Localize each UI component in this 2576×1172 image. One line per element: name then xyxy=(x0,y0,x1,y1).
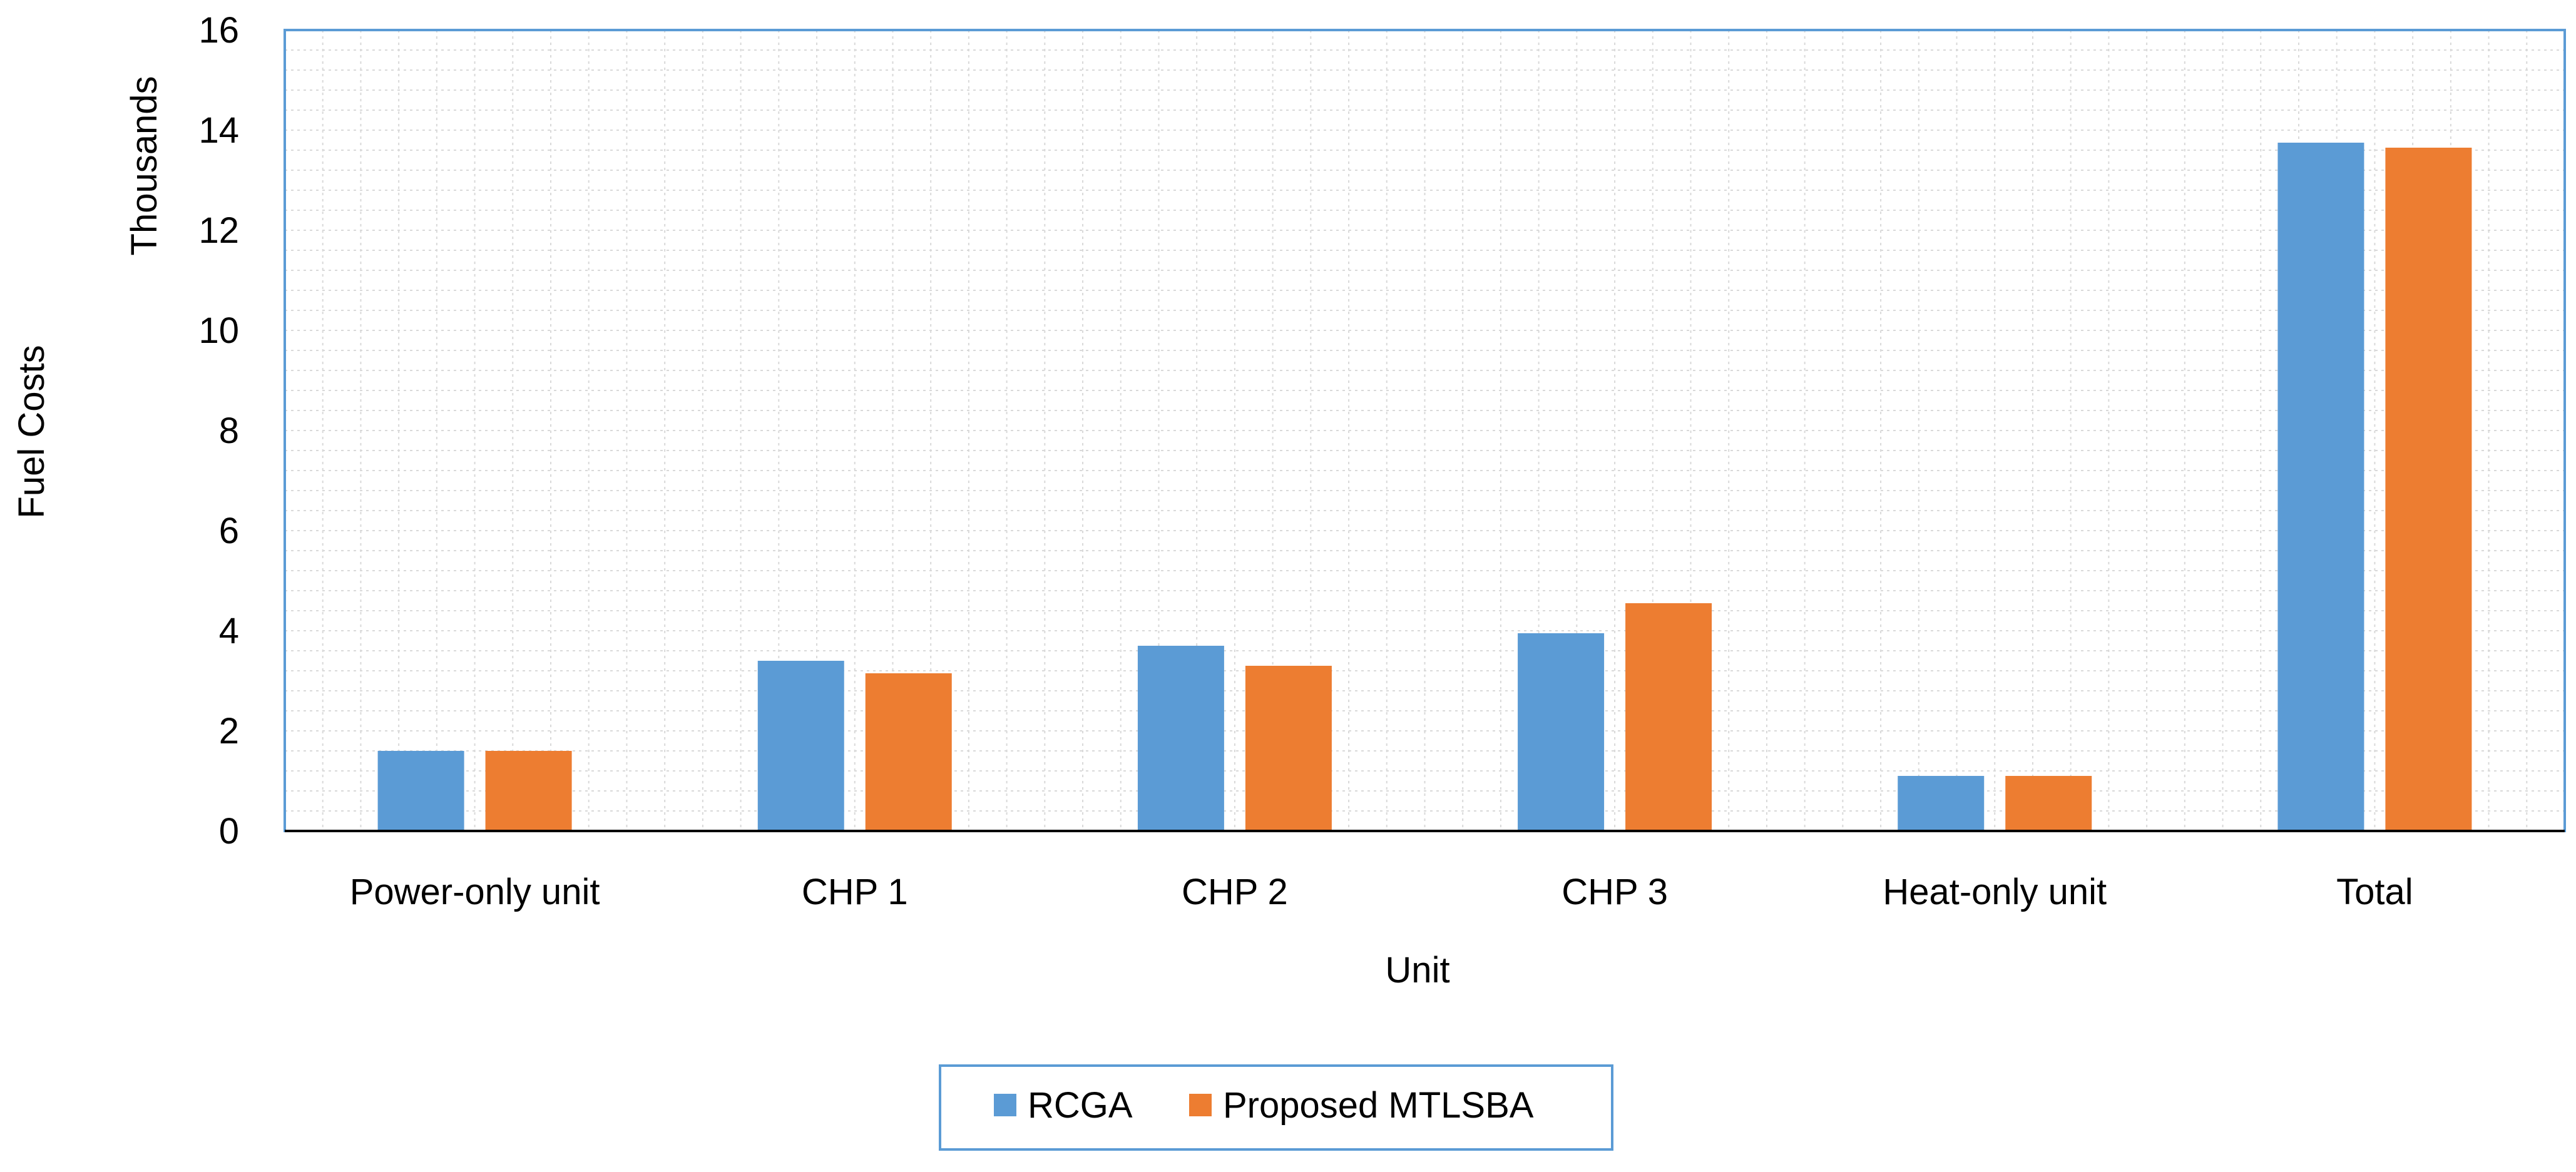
y-tick-label: 2 xyxy=(219,711,239,752)
bar-rcga-chp-2 xyxy=(1137,646,1224,831)
bar-rcga-chp-1 xyxy=(757,661,844,831)
gridlines xyxy=(285,30,2565,831)
y-axis-tick-labels: 0 2 4 6 8 10 12 14 16 xyxy=(198,10,239,852)
x-tick-label: Total xyxy=(2336,872,2413,912)
legend-label-proposed-mtlsba: Proposed MTLSBA xyxy=(1223,1085,1534,1126)
legend-swatch-rcga xyxy=(994,1094,1016,1116)
x-tick-label: Power-only unit xyxy=(350,872,600,912)
y-tick-label: 0 xyxy=(219,811,239,852)
bar-rcga-power-only-unit xyxy=(377,751,464,831)
x-tick-label: CHP 3 xyxy=(1561,872,1668,912)
y-tick-label: 8 xyxy=(219,410,239,451)
y-tick-label: 6 xyxy=(219,511,239,551)
bar-proposed-mtlsba-chp-2 xyxy=(1245,666,1332,831)
bar-proposed-mtlsba-chp-3 xyxy=(1625,603,1712,831)
y-tick-label: 16 xyxy=(198,10,239,51)
y-tick-label: 14 xyxy=(198,110,239,151)
y-axis-title: Fuel Costs xyxy=(11,345,52,518)
bars xyxy=(377,143,2472,831)
x-tick-label: Heat-only unit xyxy=(1883,872,2107,912)
x-axis-tick-labels: Power-only unit CHP 1 CHP 2 CHP 3 Heat-only … xyxy=(350,872,2413,912)
legend-frame xyxy=(939,1064,1613,1151)
bar-proposed-mtlsba-power-only-unit xyxy=(485,751,572,831)
y-tick-label: 10 xyxy=(198,310,239,351)
x-tick-label: CHP 1 xyxy=(802,872,908,912)
legend-swatch-proposed-mtlsba xyxy=(1189,1094,1212,1116)
y-unit-label: Thousands xyxy=(124,76,165,256)
bar-proposed-mtlsba-total xyxy=(2385,148,2472,831)
y-tick-label: 4 xyxy=(219,611,239,651)
y-tick-label: 12 xyxy=(198,210,239,251)
x-tick-label: CHP 2 xyxy=(1182,872,1288,912)
bar-proposed-mtlsba-chp-1 xyxy=(865,673,952,831)
x-axis-title: Unit xyxy=(1385,950,1449,991)
legend-label-rcga: RCGA xyxy=(1028,1085,1133,1126)
bar-rcga-total xyxy=(2277,143,2364,831)
legend: RCGA Proposed MTLSBA xyxy=(939,1064,1613,1151)
bar-proposed-mtlsba-heat-only-unit xyxy=(2005,776,2092,831)
bar-rcga-heat-only-unit xyxy=(1898,776,1985,831)
bar-rcga-chp-3 xyxy=(1518,633,1605,831)
